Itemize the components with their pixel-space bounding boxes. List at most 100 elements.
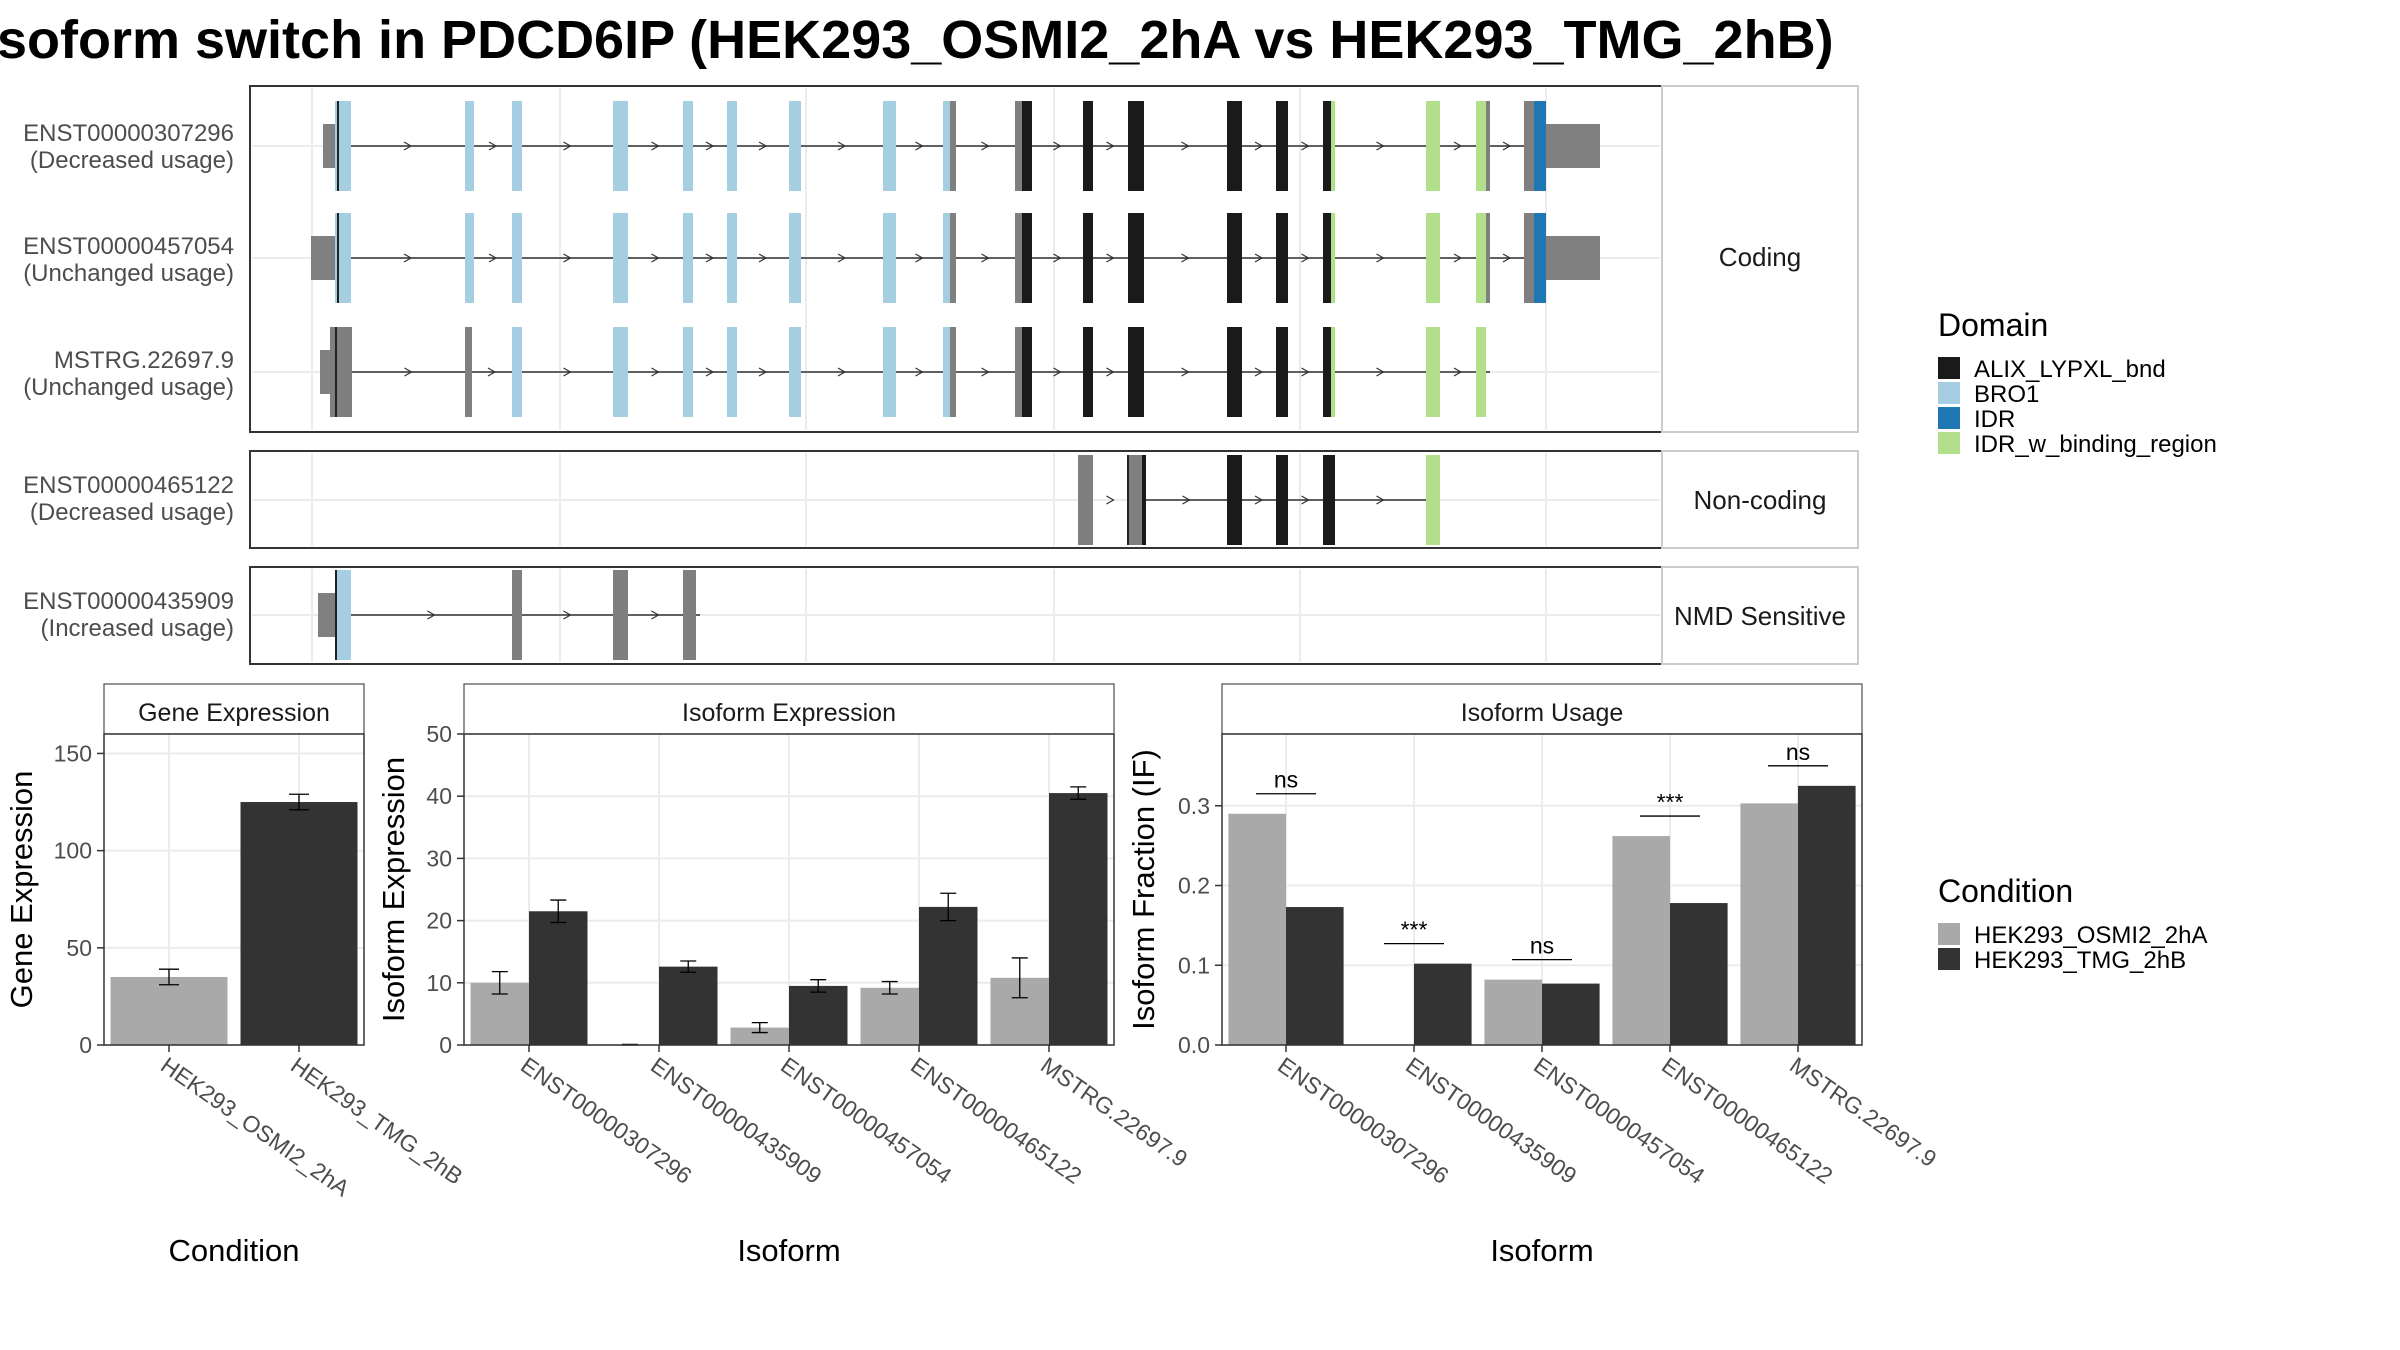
y-tick-label: 0 (79, 1032, 92, 1058)
exon-block (336, 570, 351, 660)
exon-block (683, 101, 693, 191)
exon-block (1276, 455, 1288, 545)
chart-panel: Isoform Usage0.00.10.20.3ENST00000307296… (1126, 683, 1941, 1268)
bar (110, 976, 228, 1045)
exon-block (1426, 101, 1440, 191)
exon-block (1426, 213, 1440, 303)
bar (730, 1027, 789, 1045)
direction-arrow (1182, 495, 1191, 505)
direction-arrow (758, 253, 768, 263)
exon-block (1276, 327, 1288, 417)
transcript-track (323, 101, 1600, 191)
x-axis-title: Isoform (1490, 1233, 1593, 1268)
exon-block (1015, 213, 1022, 303)
direction-arrow (1053, 367, 1062, 377)
direction-arrow (563, 141, 572, 151)
direction-arrow (651, 367, 660, 377)
panel-title: Isoform Expression (682, 699, 896, 727)
y-axis-title: Isoform Expression (376, 757, 411, 1022)
exon-block (1128, 101, 1144, 191)
error-bar (289, 793, 309, 811)
exon-block (512, 570, 522, 660)
exon-block (613, 327, 628, 417)
direction-arrow (981, 253, 990, 263)
utr-3-block (1546, 236, 1600, 280)
transcript-track (1078, 455, 1440, 545)
exon-block (727, 327, 737, 417)
exon-block (683, 570, 696, 660)
direction-arrow (1376, 253, 1385, 263)
error-bar (751, 1021, 768, 1034)
exon-block (613, 570, 628, 660)
utr-5-block (323, 124, 338, 168)
exon-block (1426, 327, 1440, 417)
bar (860, 987, 919, 1045)
exon-block (1276, 213, 1288, 303)
exon-block (1128, 327, 1144, 417)
direction-arrow (915, 367, 924, 377)
bar (1228, 813, 1286, 1045)
exon-block (727, 213, 737, 303)
exon-block (1476, 327, 1486, 417)
significance-label: *** (1401, 917, 1428, 943)
exon-block (1534, 101, 1546, 191)
strip-coding: Coding (1719, 242, 1801, 272)
legend-swatch (1938, 923, 1960, 945)
error-bar (680, 960, 697, 973)
bar (240, 802, 358, 1045)
y-tick-label: 40 (426, 783, 452, 809)
legend-label: HEK293_OSMI2_2hA (1974, 922, 2207, 949)
exon-block (683, 213, 693, 303)
direction-arrow (1376, 367, 1385, 377)
exon-block (1524, 101, 1534, 191)
legend-domain-title: Domain (1938, 307, 2048, 343)
y-tick-label: 0 (439, 1032, 452, 1058)
exon-block (465, 101, 474, 191)
exon-block (1331, 213, 1335, 303)
direction-arrow (1254, 495, 1264, 505)
plot-frame (1221, 733, 1863, 1046)
y-tick-label: 150 (54, 740, 92, 766)
legend-domain: Domain ALIX_LYPXL_bnd BRO1 IDR IDR_w_bin… (1938, 307, 2217, 458)
bar-charts: Gene Expression050100150HEK293_OSMI2_2hA… (4, 683, 1941, 1268)
y-tick-label: 50 (66, 935, 92, 961)
exon-block (950, 213, 956, 303)
row-label-usage: (Increased usage) (41, 615, 234, 642)
direction-arrow (1106, 495, 1115, 505)
exon-block (943, 213, 950, 303)
exon-block (1486, 101, 1490, 191)
legend-swatch (1938, 357, 1960, 379)
direction-arrow (563, 610, 572, 620)
y-tick-label: 0.0 (1178, 1032, 1210, 1058)
strip-nmd: NMD Sensitive (1674, 601, 1846, 631)
transcript-track (318, 570, 700, 660)
significance-label: ns (1530, 933, 1554, 959)
transcript-track (320, 327, 1490, 417)
direction-arrow (1453, 367, 1463, 377)
error-bar (1011, 957, 1028, 999)
significance-label: *** (1657, 789, 1684, 815)
exon-block (789, 327, 801, 417)
direction-arrow (758, 367, 768, 377)
plot-frame (463, 733, 1115, 1046)
y-tick-label: 50 (426, 721, 452, 747)
exon-block (1524, 213, 1534, 303)
y-axis-title: Isoform Fraction (IF) (1126, 749, 1161, 1030)
bar (1484, 979, 1542, 1045)
y-tick-label: 30 (426, 845, 452, 871)
error-bar (159, 968, 179, 986)
direction-arrow (1106, 367, 1115, 377)
exon-block (1083, 327, 1093, 417)
exon-block (883, 213, 896, 303)
direction-arrow (758, 141, 768, 151)
direction-arrow (651, 141, 660, 151)
exon-block (1534, 213, 1546, 303)
legend-condition-title: Condition (1938, 873, 2073, 909)
direction-arrow (1376, 141, 1385, 151)
bar (1286, 907, 1344, 1045)
direction-arrow (1106, 253, 1115, 263)
error-bar (1070, 786, 1087, 800)
direction-arrow (1181, 253, 1190, 263)
y-tick-label: 20 (426, 908, 452, 934)
exon-block (883, 101, 896, 191)
